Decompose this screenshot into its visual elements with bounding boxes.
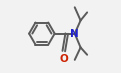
Text: O: O: [59, 54, 68, 64]
Text: N: N: [70, 29, 79, 39]
